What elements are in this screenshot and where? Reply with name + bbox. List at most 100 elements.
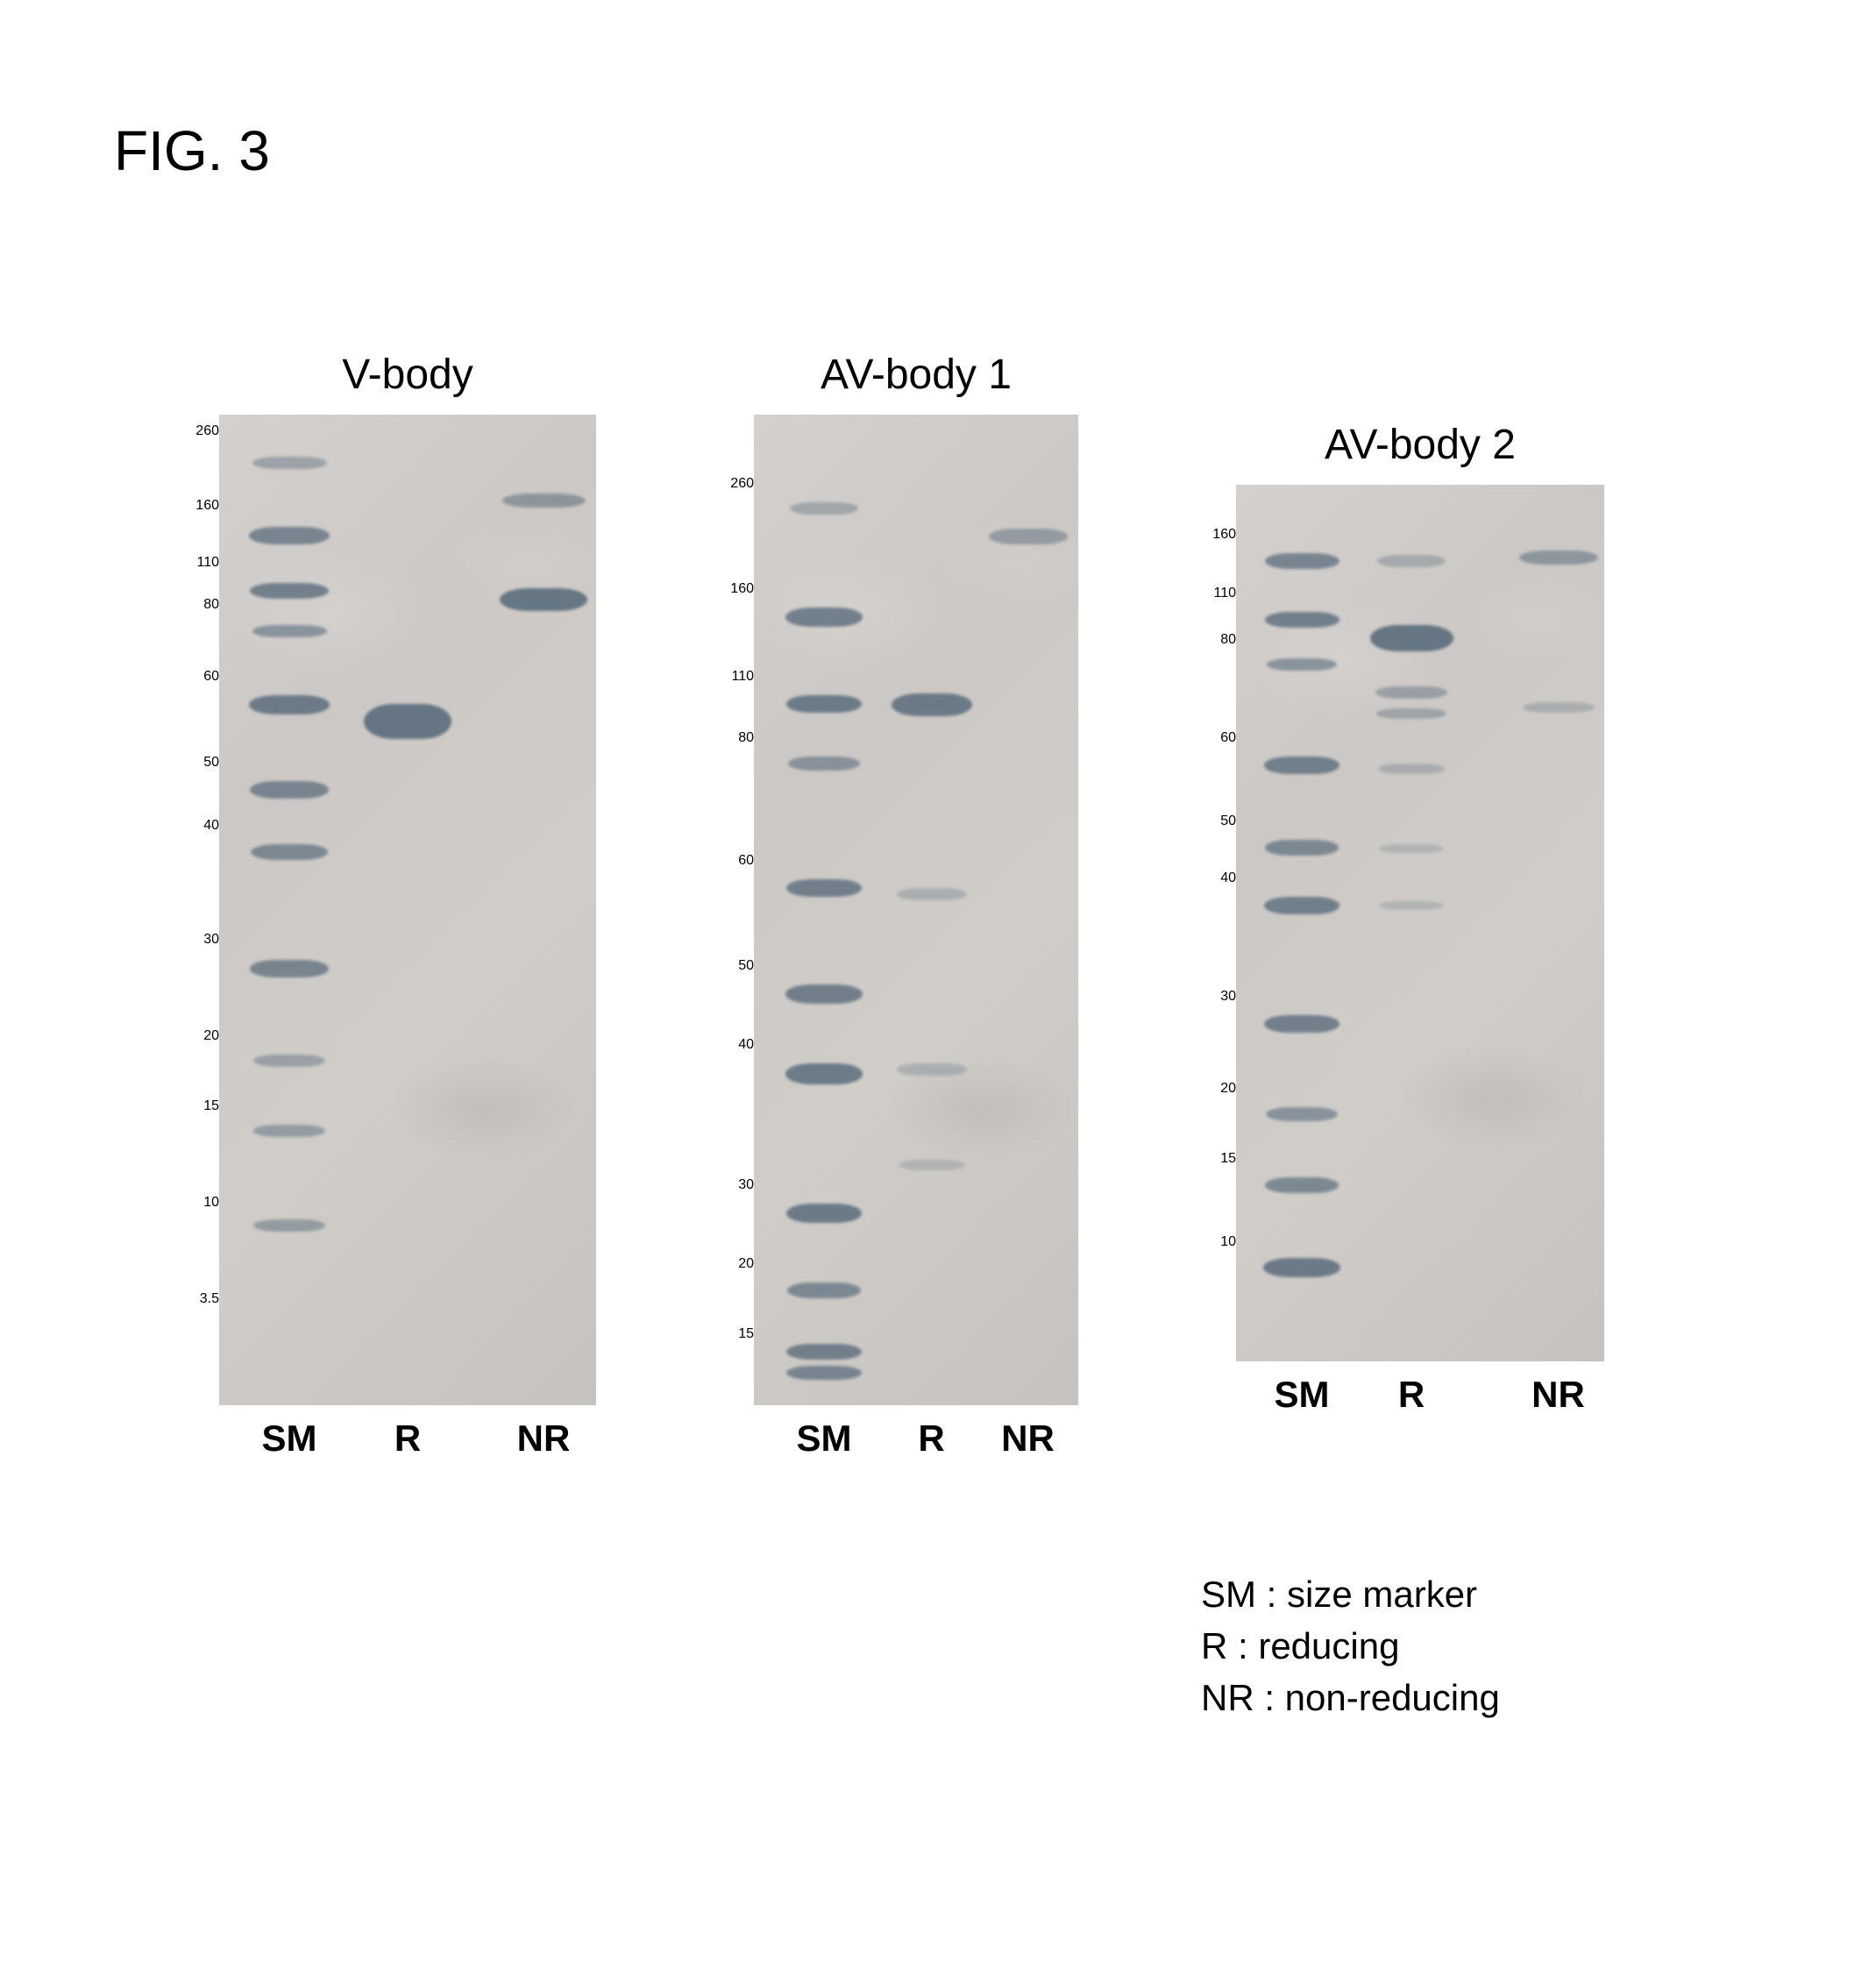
gel-band [897, 888, 967, 900]
gel-band [790, 502, 858, 515]
gel-body: 26016011080605040302015 [666, 415, 1078, 1405]
mw-marker-label: 20 [140, 1028, 219, 1044]
mw-marker-label: 60 [666, 853, 754, 869]
gel-band [1267, 658, 1337, 671]
gel-band [249, 527, 330, 544]
gel-band [252, 625, 327, 637]
gel-band [364, 704, 451, 739]
marker-column: 160 110 80 60 50 40 30 20 15 10 [1148, 485, 1236, 1361]
gel-band [1265, 840, 1339, 856]
gel-band [1523, 702, 1595, 713]
gel-band [1378, 764, 1445, 774]
gel-band [786, 1204, 862, 1223]
gel-band [250, 960, 329, 977]
mw-marker-label: 40 [1148, 870, 1236, 886]
marker-column: 26016011080605040302015103.5 [140, 415, 219, 1405]
gel-band [252, 457, 327, 469]
gel-band [1264, 757, 1339, 774]
mw-marker-label: 50 [666, 958, 754, 974]
gel-band [253, 1055, 325, 1067]
gel-band [1379, 844, 1444, 853]
legend-line: R : reducing [1201, 1621, 1500, 1673]
gel-title: AV-body 1 [666, 351, 1078, 399]
mw-marker-label: 260 [666, 476, 754, 492]
mw-marker-label: 15 [666, 1326, 754, 1342]
gel-band [788, 757, 860, 771]
gel-band [502, 494, 586, 508]
mw-marker-label: 50 [1148, 814, 1236, 829]
gel-band [1370, 625, 1453, 651]
lane-label: NR [1517, 1374, 1600, 1416]
gel-image [1236, 485, 1604, 1361]
gel-band [251, 844, 328, 860]
mw-marker-label: 80 [1148, 632, 1236, 648]
gel-band [892, 693, 972, 716]
lane-label: NR [500, 1417, 587, 1460]
gel-band [1264, 897, 1339, 914]
gel-band [899, 1160, 965, 1170]
mw-marker-label: 20 [1148, 1081, 1236, 1097]
gel-band [786, 1366, 862, 1380]
gel-band [249, 695, 330, 714]
mw-marker-label: 15 [140, 1098, 219, 1114]
lane-labels-row: SM R NR [666, 1417, 1078, 1466]
gel-band [897, 1063, 967, 1076]
gel-band [786, 1344, 862, 1360]
gel-band [785, 984, 863, 1004]
gel-band [253, 1219, 325, 1232]
gel-panel: V-body26016011080605040302015103.5SMRNR [140, 351, 596, 1466]
lane-label: R [1368, 1374, 1455, 1416]
gel-band [785, 1063, 863, 1084]
gel-band [250, 781, 329, 799]
gel-band [1264, 1015, 1339, 1033]
gel-title: V-body [140, 351, 596, 399]
gel-band [1263, 1258, 1340, 1277]
mw-marker-label: 160 [666, 581, 754, 597]
gel-body: 26016011080605040302015103.5 [140, 415, 596, 1405]
mw-marker-label: 50 [140, 755, 219, 771]
mw-marker-label: 80 [140, 597, 219, 613]
gel-panel: AV-body 2 160 110 80 60 50 40 30 20 15 10 SM R NR [1148, 421, 1604, 1466]
mw-marker-label: 110 [140, 555, 219, 571]
mw-marker-label: 10 [140, 1195, 219, 1211]
gel-band [1265, 1177, 1339, 1193]
mw-marker-label: 30 [140, 932, 219, 948]
marker-column: 26016011080605040302015 [666, 415, 754, 1405]
gel-image [219, 415, 596, 1405]
legend-line: SM : size marker [1201, 1569, 1500, 1621]
lane-label: SM [1254, 1374, 1350, 1416]
mw-marker-label: 40 [140, 818, 219, 834]
mw-marker-label: 160 [1148, 527, 1236, 543]
mw-marker-label: 80 [666, 730, 754, 746]
lane-label: NR [986, 1417, 1069, 1460]
gel-band [785, 607, 863, 627]
lane-label: R [890, 1417, 973, 1460]
gel-band [786, 879, 862, 897]
mw-marker-label: 110 [1148, 586, 1236, 601]
mw-marker-label: 160 [140, 498, 219, 514]
gels-container: V-body26016011080605040302015103.5SMRNRA… [140, 351, 1604, 1466]
mw-marker-label: 15 [1148, 1151, 1236, 1167]
mw-marker-label: 20 [666, 1256, 754, 1272]
mw-marker-label: 60 [1148, 730, 1236, 746]
lane-label: SM [776, 1417, 872, 1460]
mw-marker-label: 3.5 [140, 1291, 219, 1307]
gel-title: AV-body 2 [1148, 421, 1604, 469]
mw-marker-label: 110 [666, 669, 754, 685]
gel-band [1265, 612, 1339, 628]
gel-band [1379, 901, 1444, 910]
mw-marker-label: 30 [1148, 989, 1236, 1005]
figure-label: FIG. 3 [114, 118, 270, 183]
lane-label: SM [237, 1417, 342, 1460]
gel-band [250, 583, 329, 599]
mw-marker-label: 10 [1148, 1234, 1236, 1250]
gel-body: 160 110 80 60 50 40 30 20 15 10 [1148, 485, 1604, 1361]
gel-band [500, 588, 587, 611]
gel-band [1375, 686, 1447, 699]
lane-labels-row: SM R NR [140, 1417, 596, 1466]
gel-band [1377, 555, 1446, 567]
mw-marker-label: 60 [140, 669, 219, 685]
gel-band [1376, 708, 1446, 719]
gel-band [1266, 1107, 1338, 1121]
lane-label: R [364, 1417, 451, 1460]
